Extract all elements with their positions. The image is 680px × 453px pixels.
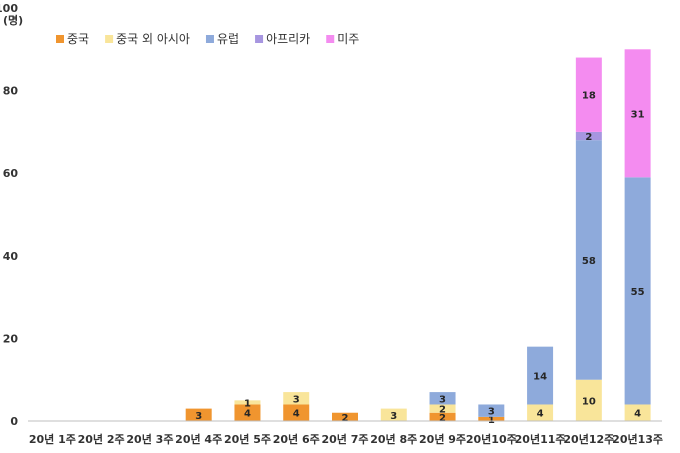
data-label: 58 [582, 256, 596, 267]
data-label: 2 [585, 132, 592, 143]
legend: 중국 중국 외 아시아 유럽 아프리카 미주 [56, 32, 359, 46]
legend-label: 미주 [337, 32, 359, 46]
bar-segment [624, 49, 651, 178]
data-label: 4 [244, 409, 251, 420]
x-tick-label: 20년 3주 [126, 432, 173, 446]
x-tick-label: 20년 1주 [29, 432, 76, 446]
y-tick-label: 80 [3, 85, 19, 98]
bar-segment [575, 140, 602, 380]
x-tick-label: 20년10주 [466, 432, 517, 446]
y-axis: 0 20 40 60 80 100(명) [0, 2, 23, 428]
bar-segment [332, 412, 358, 421]
data-label: 1 [244, 398, 251, 409]
x-tick-label: 20년11주 [515, 432, 566, 446]
legend-swatch [326, 35, 335, 43]
legend-label: 중국 [67, 32, 89, 46]
x-tick-label: 20년 7주 [321, 432, 368, 446]
legend-swatch [105, 35, 114, 43]
bar-segment [429, 404, 456, 413]
x-tick-label: 20년 8주 [370, 432, 417, 446]
y-tick-label: 40 [3, 250, 19, 263]
data-label: 10 [582, 396, 596, 407]
legend-swatch [205, 35, 214, 43]
x-tick-label: 20년 2주 [78, 432, 125, 446]
data-label: 4 [634, 409, 641, 420]
legend-item: 아프리카 [255, 32, 310, 46]
bar-segment [527, 346, 554, 405]
bar-segment [234, 400, 261, 405]
legend-item: 유럽 [205, 32, 239, 46]
y-tick-label: 60 [3, 167, 19, 180]
bar-segment [527, 404, 554, 421]
bar-segment [624, 177, 651, 405]
legend-swatch [56, 35, 64, 43]
bar-segment [575, 379, 602, 421]
bar-segment [185, 408, 212, 421]
data-label: 4 [293, 409, 300, 420]
legend-label: 아프리카 [266, 32, 310, 46]
bar-segment [283, 404, 310, 421]
x-tick-label: 20년 9주 [419, 432, 466, 446]
data-label: 3 [293, 394, 300, 405]
legend-item: 중국 [56, 32, 89, 46]
data-label: 4 [537, 409, 544, 420]
bar-segment [478, 404, 505, 417]
data-label: 3 [439, 394, 446, 405]
bar-segment [624, 404, 651, 421]
x-tick-label: 20년13주 [612, 432, 663, 446]
legend-label: 유럽 [217, 32, 239, 46]
y-tick-label: 0 [10, 415, 18, 428]
bar-segment [575, 57, 602, 132]
y-tick-label: 100 [0, 2, 18, 15]
legend-item: 중국 외 아시아 [105, 32, 190, 46]
legend-item: 미주 [326, 32, 359, 46]
data-label: 3 [195, 411, 202, 422]
data-label: 2 [342, 413, 349, 424]
x-tick-label: 20년 4주 [175, 432, 222, 446]
data-label: 1 [488, 415, 495, 426]
bar-segment [575, 131, 602, 141]
x-axis: 20년 1주 20년 2주 20년 3주 20년 4주 20년 5주 20년 6주 20년 … [28, 420, 663, 446]
legend-label: 중국 외 아시아 [116, 32, 190, 46]
bar-segment [283, 392, 310, 405]
x-tick-label: 20년 6주 [273, 432, 320, 446]
y-tick-label: 20 [3, 332, 19, 345]
data-label: 3 [488, 407, 495, 418]
bar-segment [478, 416, 505, 421]
bar-segment [429, 392, 456, 405]
data-label: 2 [439, 405, 446, 416]
data-label: 3 [390, 411, 397, 422]
bar-segment [429, 412, 456, 421]
data-label: 31 [631, 109, 645, 120]
data-label: 18 [582, 91, 596, 102]
bar-segment [234, 404, 261, 421]
bar-segment [380, 408, 407, 421]
x-tick-label: 20년12주 [563, 432, 614, 446]
data-label: 2 [439, 413, 446, 424]
data-label: 55 [631, 287, 645, 298]
x-tick-label: 20년 5주 [224, 432, 271, 446]
data-label: 14 [533, 372, 547, 383]
legend-swatch [255, 35, 264, 43]
y-axis-unit-label: (명) [3, 13, 23, 27]
